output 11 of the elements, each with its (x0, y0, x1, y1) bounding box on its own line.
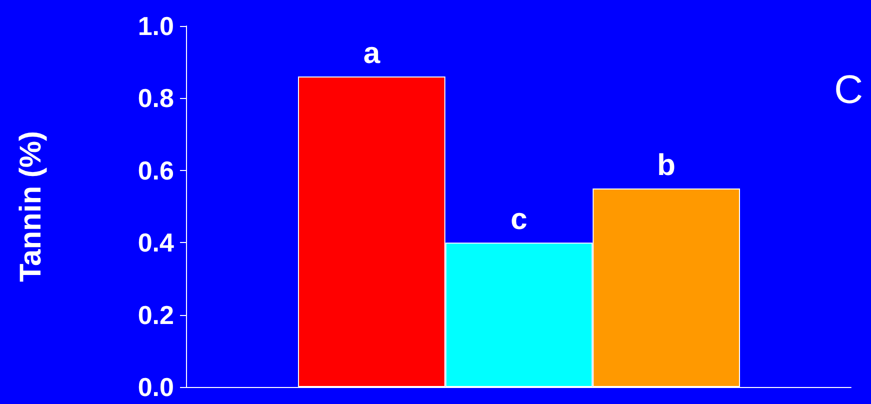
y-tick-label: 0.0 (138, 372, 174, 402)
y-tick-label: 1.0 (138, 11, 174, 41)
data-label: a (363, 37, 380, 70)
y-tick-label: 0.4 (138, 228, 175, 258)
annotation: C (834, 68, 864, 112)
y-tick-label: 0.8 (138, 83, 174, 114)
data-label: b (657, 148, 676, 182)
y-tick-label: 0.6 (138, 155, 174, 186)
data-label: c (510, 203, 528, 236)
y-axis-title: Tannin (%) (14, 130, 48, 282)
y-tick-label: 0.2 (138, 300, 174, 330)
